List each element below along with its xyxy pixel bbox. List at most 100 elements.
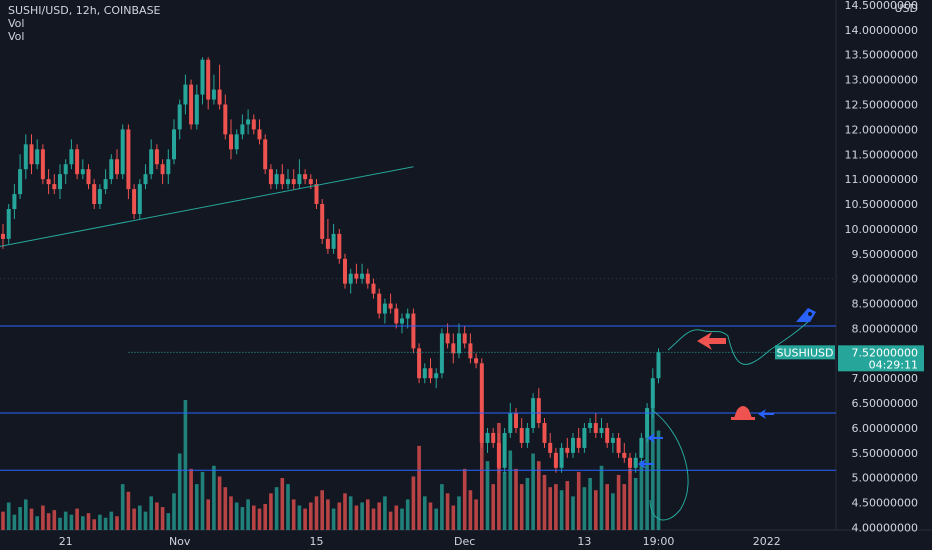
volume-bar xyxy=(576,471,581,530)
symbol-tag-label: SUSHIUSD xyxy=(776,346,833,359)
volume-bar xyxy=(656,430,661,530)
candle-body xyxy=(434,373,439,379)
candle-body xyxy=(325,238,330,249)
volume-bar xyxy=(474,499,478,530)
candle-body xyxy=(143,174,148,185)
candle-body xyxy=(422,368,427,379)
blue-arrow-icon[interactable] xyxy=(758,409,774,419)
last-price-value: 7.52000000 xyxy=(852,346,918,359)
candle-body xyxy=(120,129,125,175)
volume-bar xyxy=(394,505,399,530)
candle-body xyxy=(417,348,422,379)
candle-body xyxy=(576,437,581,448)
candle-body xyxy=(485,432,490,443)
projection-path[interactable] xyxy=(667,317,813,365)
candle-body xyxy=(23,144,28,170)
volume-bar xyxy=(651,407,655,530)
trend-line[interactable] xyxy=(0,166,414,247)
volume-bar xyxy=(639,461,644,530)
volume-bar xyxy=(468,490,473,530)
volume-bar xyxy=(348,496,353,530)
volume-bar xyxy=(388,511,393,530)
y-tick-label: 4.00000000 xyxy=(852,522,918,535)
candle-body xyxy=(172,129,176,160)
candle-body xyxy=(314,184,319,205)
volume-bar xyxy=(81,516,85,530)
blue-arrow-icon[interactable] xyxy=(647,433,663,443)
volume-bar xyxy=(491,484,495,530)
volume-bar xyxy=(605,484,609,530)
alert-bell-icon[interactable] xyxy=(731,406,755,420)
candle-body xyxy=(297,174,302,185)
volume-bar xyxy=(542,474,547,530)
candle-body xyxy=(58,174,62,190)
volume-bar xyxy=(98,514,102,530)
candle-body xyxy=(229,134,233,150)
candle-body xyxy=(86,169,91,185)
candle-body xyxy=(18,169,23,195)
volume-bar xyxy=(252,505,256,530)
volume-bar xyxy=(616,474,621,530)
x-tick-label: 15 xyxy=(310,535,324,548)
volume-bar xyxy=(166,513,171,530)
volume-bar xyxy=(297,505,302,530)
candle-body xyxy=(616,437,621,453)
candle-countdown: 04:29:11 xyxy=(869,358,918,371)
candle-body xyxy=(479,363,484,443)
candle-body xyxy=(337,233,342,259)
candle-body xyxy=(160,164,165,175)
volume-bar xyxy=(52,510,57,530)
candle-body xyxy=(251,119,256,130)
volume-bar xyxy=(462,468,467,530)
volume-bar xyxy=(571,496,575,530)
volume-bar xyxy=(565,481,570,530)
candle-body xyxy=(92,184,97,205)
volume-bar xyxy=(246,499,250,530)
rocket-icon[interactable] xyxy=(796,308,816,322)
volume-bar xyxy=(633,478,638,530)
volume-bar xyxy=(172,493,176,530)
volume-bar xyxy=(611,493,615,530)
volume-bar xyxy=(217,476,222,530)
volume-bar xyxy=(360,502,364,530)
candle-body xyxy=(234,134,239,150)
candle-body xyxy=(628,457,632,468)
volume-label-2: Vol xyxy=(8,30,25,43)
candle-body xyxy=(132,189,137,214)
x-tick-label: 2022 xyxy=(753,535,781,548)
red-arrow-icon[interactable] xyxy=(697,332,726,350)
candle-body xyxy=(491,432,496,443)
candle-body xyxy=(371,283,376,294)
volume-bar xyxy=(240,507,245,530)
volume-bar xyxy=(314,496,319,530)
volume-bar xyxy=(548,487,552,530)
volume-bar xyxy=(29,508,34,530)
y-tick-label: 12.50000000 xyxy=(845,99,918,112)
candle-body xyxy=(645,408,650,438)
candle-body xyxy=(343,258,347,284)
candle-body xyxy=(46,179,51,185)
volume-bar xyxy=(274,487,279,530)
volume-bar xyxy=(331,508,336,530)
volume-bar xyxy=(354,505,359,530)
y-tick-label: 9.00000000 xyxy=(852,273,918,286)
x-tick-label: 21 xyxy=(59,535,73,548)
y-tick-label: 13.50000000 xyxy=(845,49,918,62)
y-tick-label: 5.00000000 xyxy=(852,472,918,485)
candle-body xyxy=(177,104,182,130)
candle-body xyxy=(12,194,17,210)
annotation-loop[interactable] xyxy=(649,409,689,521)
y-tick-label: 7.00000000 xyxy=(852,372,918,385)
volume-bar xyxy=(35,516,39,530)
volume-bar xyxy=(286,484,290,530)
blue-arrow-icon[interactable] xyxy=(638,459,654,469)
candle-body xyxy=(217,89,222,105)
candle-body xyxy=(610,437,615,443)
candle-body xyxy=(308,179,313,185)
volume-bar xyxy=(366,499,370,530)
candle-body xyxy=(365,273,370,284)
candle-body xyxy=(183,84,188,105)
candle-body xyxy=(559,447,564,468)
candle-body xyxy=(194,94,199,125)
